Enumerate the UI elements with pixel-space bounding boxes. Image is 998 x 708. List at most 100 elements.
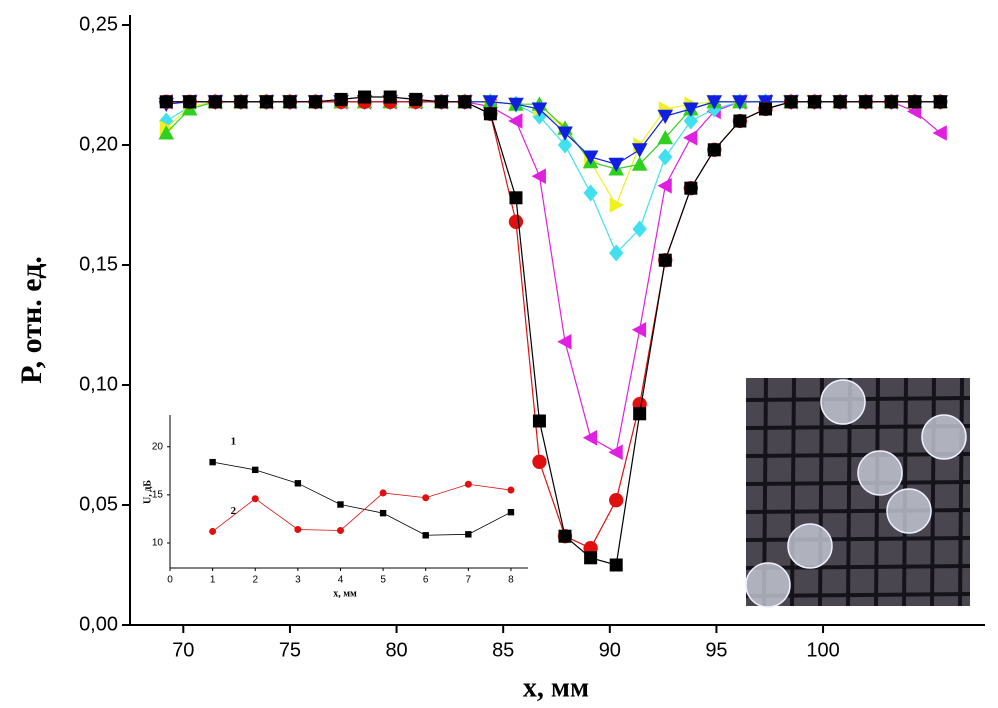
marker <box>337 501 344 508</box>
x-tick-label: 95 <box>705 639 727 661</box>
marker <box>158 125 175 140</box>
x-tick-label: 2 <box>252 575 258 586</box>
marker <box>859 95 873 109</box>
marker <box>583 184 598 202</box>
marker <box>658 148 673 166</box>
y-tick-label: 0,05 <box>79 493 118 515</box>
marker <box>784 95 798 109</box>
marker <box>283 95 297 109</box>
marker <box>683 102 699 117</box>
marker <box>208 95 222 109</box>
marker <box>631 143 648 158</box>
marker <box>259 95 273 109</box>
marker <box>379 509 387 517</box>
x-tick-label: 75 <box>279 639 301 661</box>
x-tick-label: 70 <box>172 639 194 661</box>
marker <box>908 95 922 109</box>
y-tick-label: 0,20 <box>79 133 118 155</box>
x-tick-label: 3 <box>295 575 301 586</box>
marker <box>932 125 947 141</box>
marker <box>209 527 217 535</box>
marker <box>609 493 624 508</box>
marker <box>833 95 847 109</box>
marker <box>558 529 572 543</box>
x-tick-label: 80 <box>385 639 407 661</box>
marker <box>465 531 472 538</box>
x-tick-label: 100 <box>806 639 839 661</box>
y-tick-label: 0,10 <box>79 373 118 395</box>
marker <box>531 168 546 184</box>
marker <box>632 220 647 238</box>
x-tick-label: 1 <box>210 575 216 586</box>
marker <box>733 114 747 128</box>
marker <box>631 156 648 171</box>
marker <box>532 454 547 469</box>
marker <box>707 143 721 157</box>
series-label: 1 <box>231 436 237 448</box>
marker <box>409 92 423 106</box>
series-label: 2 <box>231 505 237 517</box>
marker <box>582 430 598 446</box>
marker <box>808 95 822 109</box>
marker <box>252 466 259 474</box>
marker <box>608 157 625 172</box>
marker <box>608 444 623 460</box>
x-tick-label: 85 <box>492 639 514 661</box>
x-tick-label: 7 <box>466 575 472 586</box>
y-tick-label: 20 <box>152 441 164 452</box>
marker <box>464 480 472 488</box>
marker <box>507 508 515 516</box>
marker <box>234 95 248 109</box>
marker <box>509 191 523 205</box>
marker <box>732 95 748 110</box>
marker <box>482 95 499 110</box>
marker <box>334 92 348 106</box>
marker <box>159 95 173 109</box>
marker <box>684 181 698 195</box>
marker <box>434 95 448 109</box>
marker <box>657 178 672 194</box>
marker <box>422 494 430 502</box>
inset-plot: 10 15 20 0 1 2 3 4 5 6 7 8 1 2 <box>152 415 528 586</box>
marker <box>706 95 723 110</box>
photo <box>745 377 971 608</box>
series-line <box>212 483 512 532</box>
inset-background <box>165 410 533 600</box>
marker <box>532 414 546 428</box>
marker <box>483 107 497 121</box>
marker <box>209 458 216 466</box>
marker <box>336 526 344 534</box>
y-tick-label: 0,00 <box>79 613 118 635</box>
y-tick-label: 0,25 <box>79 13 118 35</box>
marker <box>251 495 259 503</box>
marker <box>609 558 623 572</box>
marker <box>683 112 698 130</box>
marker <box>884 95 898 109</box>
series-line <box>212 461 512 536</box>
marker <box>383 90 397 104</box>
x-tick-label: 5 <box>380 575 386 586</box>
marker <box>508 97 524 112</box>
marker <box>294 480 302 487</box>
marker <box>657 130 674 145</box>
inset-x-title: x, мм <box>333 588 357 599</box>
x-tick-label: 90 <box>599 639 621 661</box>
marker <box>582 150 599 165</box>
marker <box>557 126 573 141</box>
marker <box>584 551 598 565</box>
marker <box>631 322 647 338</box>
marker <box>683 130 698 146</box>
marker <box>309 95 323 109</box>
marker <box>183 95 197 109</box>
marker <box>933 95 947 109</box>
y-axis-title: P, отн. ед. <box>15 256 48 384</box>
marker <box>658 253 672 267</box>
x-tick-label: 8 <box>508 575 514 586</box>
marker <box>379 489 387 497</box>
marker <box>508 214 524 229</box>
marker <box>422 532 429 539</box>
inset-y-title: U, дБ <box>142 480 153 504</box>
marker <box>508 113 523 129</box>
